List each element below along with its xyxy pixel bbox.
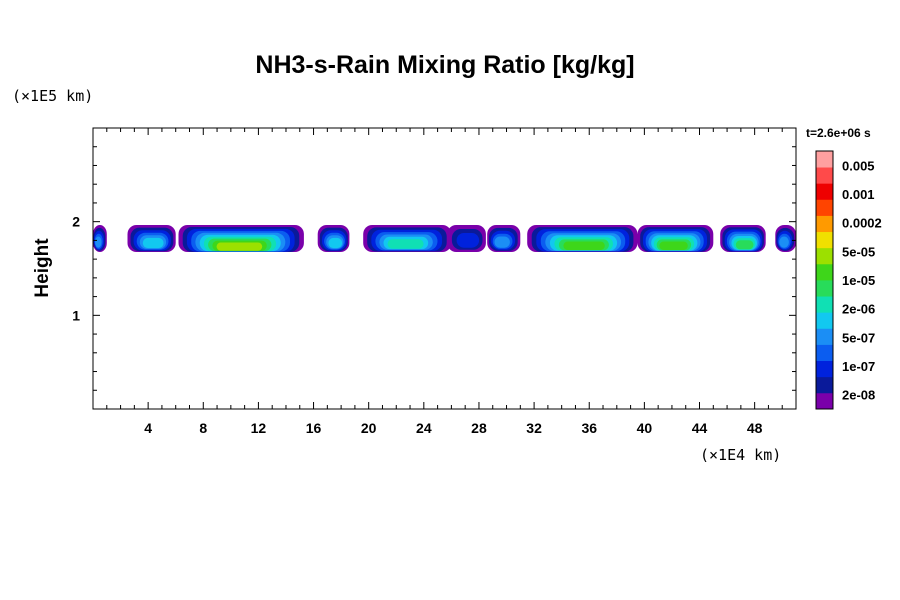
contour-level [659, 241, 688, 250]
x-tick-label: 20 [361, 420, 377, 436]
colorbar-swatch [816, 199, 833, 216]
colorbar-swatch [816, 167, 833, 184]
contour-level [387, 239, 424, 249]
colorbar-swatch [816, 360, 833, 378]
contour-level [779, 236, 789, 248]
contour-level [494, 236, 510, 248]
colorbar-label: 1e-05 [842, 273, 875, 288]
contour-level [95, 236, 102, 248]
contour-level [563, 241, 605, 250]
x-tick-label: 32 [526, 420, 542, 436]
cloud-cell [363, 225, 452, 252]
contour-level [142, 237, 164, 249]
time-label: t=2.6e+06 s [806, 126, 871, 140]
colorbar-swatch [816, 312, 833, 329]
colorbar-swatch [816, 376, 833, 394]
colorbar-swatch [816, 392, 833, 410]
colorbar-swatch [816, 215, 833, 233]
colorbar-swatch [816, 183, 833, 200]
cloud-cell [637, 225, 714, 252]
contour-level [735, 240, 754, 250]
plot-background [93, 128, 796, 409]
x-tick-label: 44 [692, 420, 708, 436]
cloud-cell [317, 225, 350, 252]
contour-level [456, 233, 480, 248]
colorbar-label: 0.0002 [842, 216, 882, 231]
y-tick-labels: 12 [72, 214, 80, 324]
colorbar-label: 5e-07 [842, 330, 875, 345]
x-tick-label: 16 [306, 420, 322, 436]
x-tick-label: 40 [637, 420, 653, 436]
cloud-cell [447, 225, 486, 252]
x-tick-label: 36 [581, 420, 597, 436]
cloud-cell [127, 225, 176, 252]
colorbar: 2e-08 1e-07 5e-07 2e-06 1e-05 5e-05 0.0002 0.00… [815, 150, 882, 410]
plot-frame [92, 127, 797, 410]
colorbar-swatch [816, 280, 833, 297]
x-tick-labels: 4 8 12 16 20 24 28 32 36 40 44 48 [144, 420, 762, 436]
y-tick-label: 1 [72, 307, 80, 323]
y-unit-label: (×1E5 km) [12, 87, 93, 105]
axis-ticks [93, 128, 796, 409]
y-tick-label: 2 [72, 214, 80, 230]
colorbar-swatch [816, 231, 833, 249]
cloud-cell [178, 225, 304, 252]
colorbar-swatch [816, 296, 833, 313]
cloud-cell [487, 225, 521, 252]
plot-area [92, 127, 797, 410]
contour-level [216, 242, 263, 251]
colorbar-swatch [816, 344, 833, 362]
mixing-ratio-field [93, 225, 796, 252]
colorbar-label: 5e-05 [842, 244, 875, 259]
colorbar-label: 2e-08 [842, 388, 875, 403]
colorbar-label: 0.005 [842, 158, 875, 173]
y-axis-title: Height [32, 238, 53, 298]
colorbar-swatch [816, 247, 833, 265]
colorbar-label: 2e-06 [842, 302, 875, 317]
x-tick-label: 12 [251, 420, 267, 436]
colorbar-swatch [816, 328, 833, 345]
chart-title: NH3-s-Rain Mixing Ratio [kg/kg] [255, 51, 634, 79]
cloud-cell [93, 225, 107, 252]
x-tick-label: 28 [471, 420, 487, 436]
x-unit-label: (×1E4 km) [700, 446, 781, 464]
x-tick-label: 24 [416, 420, 432, 436]
x-tick-label: 48 [747, 420, 763, 436]
colorbar-label: 1e-07 [842, 359, 875, 374]
colorbar-swatch [816, 151, 833, 168]
cloud-cell [527, 225, 638, 252]
colorbar-frame [815, 150, 834, 410]
cloud-cell [775, 225, 796, 252]
x-tick-label: 4 [144, 420, 152, 436]
colorbar-swatch [816, 263, 833, 281]
cloud-cell [720, 225, 766, 252]
colorbar-label: 0.001 [842, 187, 875, 202]
x-tick-label: 8 [199, 420, 207, 436]
contour-level [328, 237, 343, 249]
